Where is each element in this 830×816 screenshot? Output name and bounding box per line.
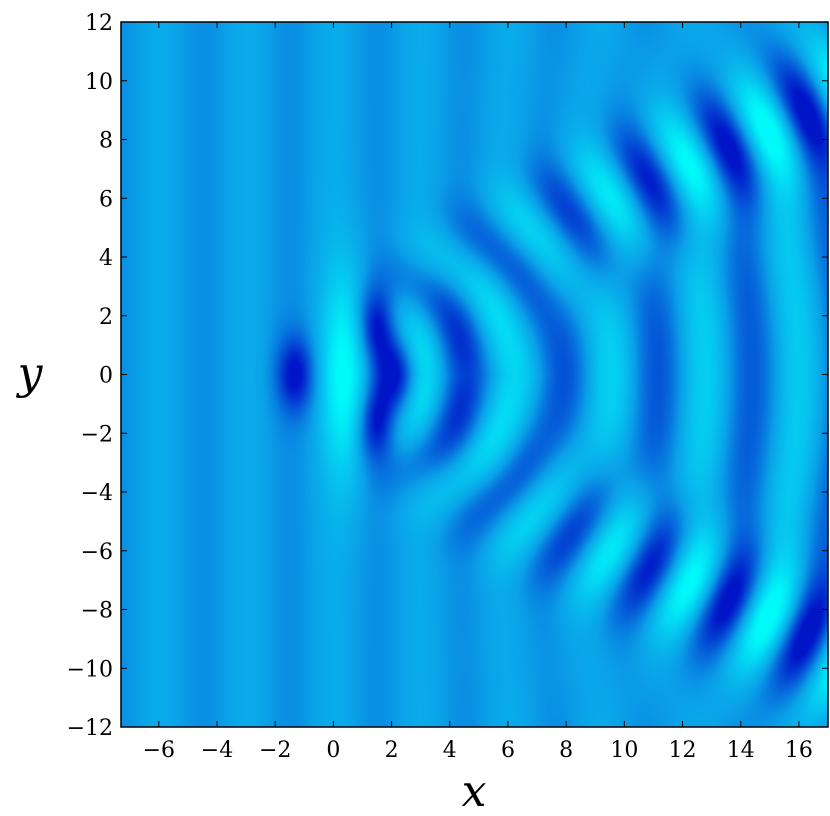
y-axis-label: y [16, 348, 44, 399]
y-tick-label: 10 [85, 70, 113, 95]
x-tick-label: 10 [610, 738, 638, 763]
y-tick-label: −4 [81, 481, 113, 506]
y-tick-label: 12 [85, 11, 113, 36]
x-tick-label: 8 [559, 738, 573, 763]
x-tick-label: 0 [326, 738, 340, 763]
y-tick-label: −6 [81, 540, 113, 565]
x-tick-label: −2 [259, 738, 291, 763]
y-tick-label: 8 [99, 129, 113, 154]
x-tick-label: −4 [201, 738, 233, 763]
y-tick-label: −12 [67, 716, 113, 741]
y-tick-label: 6 [99, 187, 113, 212]
x-tick-label: −6 [143, 738, 175, 763]
x-tick-label: 16 [785, 738, 813, 763]
x-axis-label: x [462, 766, 487, 816]
x-tick-label: 2 [385, 738, 399, 763]
y-axis-ticks: −12 −10 −8 −6 −4 −2 0 2 4 6 8 10 12 [67, 11, 828, 741]
x-tick-label: 6 [501, 738, 515, 763]
y-tick-label: −8 [81, 599, 113, 624]
x-tick-label: 12 [669, 738, 697, 763]
x-tick-label: 14 [727, 738, 755, 763]
x-tick-label: 4 [443, 738, 457, 763]
heatmap-image [121, 22, 828, 727]
y-tick-label: −10 [67, 657, 113, 682]
y-tick-label: 2 [99, 305, 113, 330]
x-axis-ticks: −6 −4 −2 0 2 4 6 8 10 12 14 16 [143, 22, 813, 763]
y-tick-label: −2 [81, 422, 113, 447]
y-tick-label: 0 [99, 364, 113, 389]
plot-area [121, 22, 828, 727]
y-tick-label: 4 [99, 246, 113, 271]
